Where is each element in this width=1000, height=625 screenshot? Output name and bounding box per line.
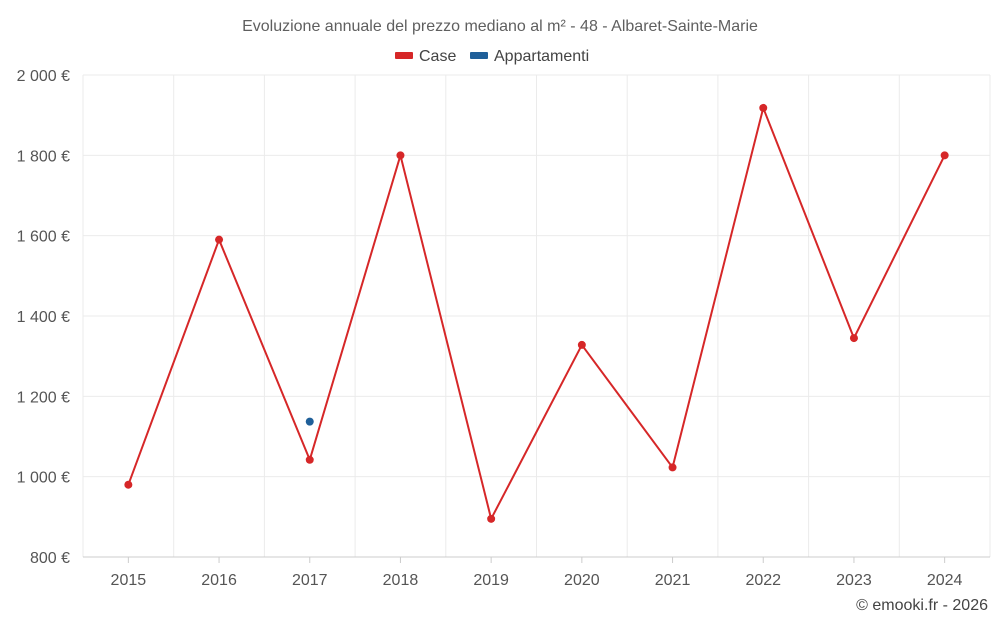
x-tick-label: 2023	[836, 572, 872, 589]
y-tick-label: 1 800 €	[17, 148, 70, 165]
series-case	[124, 103, 949, 523]
y-tick-label: 1 400 €	[17, 309, 70, 326]
x-tick-label: 2018	[383, 572, 419, 589]
data-point-case-2023[interactable]	[849, 334, 858, 343]
gridlines	[82, 74, 991, 557]
data-point-appartamenti-2017[interactable]	[305, 417, 314, 426]
x-tick-label: 2024	[927, 572, 963, 589]
series-appartamenti	[305, 417, 314, 426]
axes: 800 € 1 000 € 1 200 € 1 400 € 1 600 € 1 800 €…	[17, 68, 990, 589]
data-point-case-2015[interactable]	[124, 480, 133, 489]
y-tick-label: 1 200 €	[17, 389, 70, 406]
legend-item-case[interactable]: Case	[395, 48, 456, 65]
legend: Case Appartamenti	[395, 48, 589, 65]
credit-text: © emooki.fr - 2026	[856, 597, 988, 614]
chart-title: Evoluzione annuale del prezzo mediano al…	[242, 18, 758, 35]
data-point-case-2020[interactable]	[577, 340, 586, 349]
legend-item-appartamenti[interactable]: Appartamenti	[470, 48, 589, 65]
data-point-case-2024[interactable]	[940, 151, 949, 160]
data-point-case-2021[interactable]	[668, 463, 677, 472]
legend-label-appartamenti: Appartamenti	[494, 48, 589, 65]
y-tick-label: 1 600 €	[17, 229, 70, 246]
data-point-case-2018[interactable]	[396, 151, 405, 160]
legend-swatch-appartamenti	[470, 52, 488, 59]
x-tick-label: 2016	[201, 572, 237, 589]
y-tick-label: 1 000 €	[17, 470, 70, 487]
data-point-case-2016[interactable]	[215, 235, 224, 244]
x-tick-label: 2022	[745, 572, 781, 589]
y-tick-label: 800 €	[30, 550, 70, 567]
x-tick-label: 2017	[292, 572, 328, 589]
x-tick-label: 2015	[111, 572, 147, 589]
data-point-case-2017[interactable]	[305, 455, 314, 464]
series-line-case	[127, 106, 946, 520]
data-point-case-2019[interactable]	[487, 514, 496, 523]
y-tick-label: 2 000 €	[17, 68, 70, 85]
x-tick-label: 2020	[564, 572, 600, 589]
series	[124, 103, 949, 523]
data-point-case-2022[interactable]	[759, 103, 768, 112]
x-tick-label: 2021	[655, 572, 691, 589]
x-tick-label: 2019	[473, 572, 509, 589]
legend-swatch-case	[395, 52, 413, 59]
legend-label-case: Case	[419, 48, 456, 65]
